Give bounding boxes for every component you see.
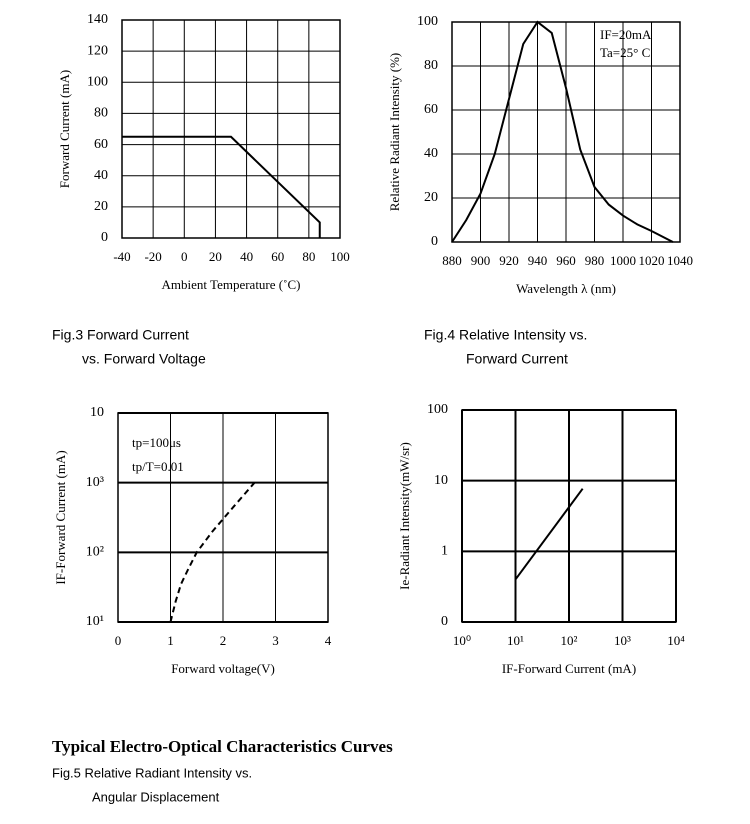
annotation: tp=100μs — [132, 435, 181, 450]
x-tick-label: 1000 — [610, 253, 636, 268]
x-tick-label: -20 — [144, 249, 161, 264]
caption: Fig.3 Forward Current — [52, 327, 189, 343]
x-tick-label: 960 — [556, 253, 576, 268]
annotation: IF=20mA — [600, 27, 652, 42]
x-tick-label: 80 — [302, 249, 315, 264]
x-axis-label: Ambient Temperature (˚C) — [162, 277, 301, 292]
data-line — [514, 488, 584, 581]
x-tick-label: 980 — [585, 253, 605, 268]
x-tick-label: 940 — [528, 253, 548, 268]
x-tick-label: 20 — [209, 249, 222, 264]
x-tick-label: 2 — [220, 633, 227, 648]
x-tick-label: 3 — [272, 633, 279, 648]
y-axis-label: Relative Radiant Intensity (%) — [387, 53, 402, 211]
x-tick-label: 1 — [167, 633, 174, 648]
caption: vs. Forward Voltage — [82, 351, 206, 367]
y-tick-label: 10¹ — [86, 614, 104, 629]
x-axis-label: Wavelength λ (nm) — [516, 281, 616, 296]
caption: Angular Displacement — [92, 789, 220, 804]
x-tick-label: -40 — [113, 249, 130, 264]
y-tick-label: 20 — [424, 190, 438, 205]
data-line — [451, 20, 674, 243]
x-tick-label: 10¹ — [507, 633, 524, 648]
y-axis-label: IF-Forward Current (mA) — [53, 450, 68, 584]
y-tick-label: 60 — [94, 137, 108, 152]
y-tick-label: 80 — [424, 58, 438, 73]
x-axis-label: Forward voltage(V) — [171, 661, 275, 676]
x-tick-label: 100 — [330, 249, 350, 264]
x-tick-label: 40 — [240, 249, 253, 264]
y-tick-label: 40 — [424, 146, 438, 161]
y-axis-label: Ie-Radiant Intensity(mW/sr) — [397, 442, 412, 590]
x-tick-label: 10⁰ — [453, 633, 471, 648]
caption: Fig.4 Relative Intensity vs. — [424, 327, 587, 343]
y-tick-label: 20 — [94, 199, 108, 214]
x-tick-label: 0 — [115, 633, 122, 648]
x-tick-label: 10³ — [614, 633, 631, 648]
section-title: Typical Electro-Optical Characteristics … — [52, 737, 393, 756]
y-tick-label: 0 — [431, 234, 438, 249]
data-line — [122, 135, 321, 238]
annotation: Ta=25° C — [600, 45, 650, 60]
y-axis-label: Forward Current (mA) — [57, 70, 72, 188]
y-tick-label: 60 — [424, 102, 438, 117]
y-tick-label: 40 — [94, 168, 108, 183]
y-tick-label: 1 — [441, 544, 448, 559]
caption: Forward Current — [466, 351, 568, 367]
y-tick-label: 120 — [87, 43, 108, 58]
y-tick-label: 80 — [94, 106, 108, 121]
y-tick-label: 10³ — [86, 475, 104, 490]
caption: Fig.5 Relative Radiant Intensity vs. — [52, 765, 252, 780]
x-tick-label: 1020 — [639, 253, 665, 268]
y-tick-label: 100 — [87, 75, 108, 90]
x-tick-label: 0 — [181, 249, 188, 264]
x-tick-label: 60 — [271, 249, 284, 264]
x-tick-label: 10² — [561, 633, 578, 648]
x-tick-label: 10⁴ — [667, 633, 685, 648]
plot-frame — [121, 19, 341, 239]
x-tick-label: 880 — [442, 253, 462, 268]
x-tick-label: 4 — [325, 633, 332, 648]
x-tick-label: 1040 — [667, 253, 693, 268]
y-tick-label: 140 — [87, 12, 108, 27]
y-tick-label: 0 — [441, 614, 448, 629]
y-tick-label: 0 — [101, 230, 108, 245]
annotation: tp/T=0.01 — [132, 459, 184, 474]
y-tick-label: 10 — [90, 405, 104, 420]
data-line — [169, 482, 256, 623]
y-tick-label: 100 — [417, 14, 438, 29]
y-tick-label: 10 — [434, 473, 448, 488]
x-tick-label: 920 — [499, 253, 519, 268]
x-axis-label: IF-Forward Current (mA) — [502, 661, 636, 676]
x-tick-label: 900 — [471, 253, 491, 268]
y-tick-label: 10² — [86, 545, 104, 560]
y-tick-label: 100 — [427, 402, 448, 417]
